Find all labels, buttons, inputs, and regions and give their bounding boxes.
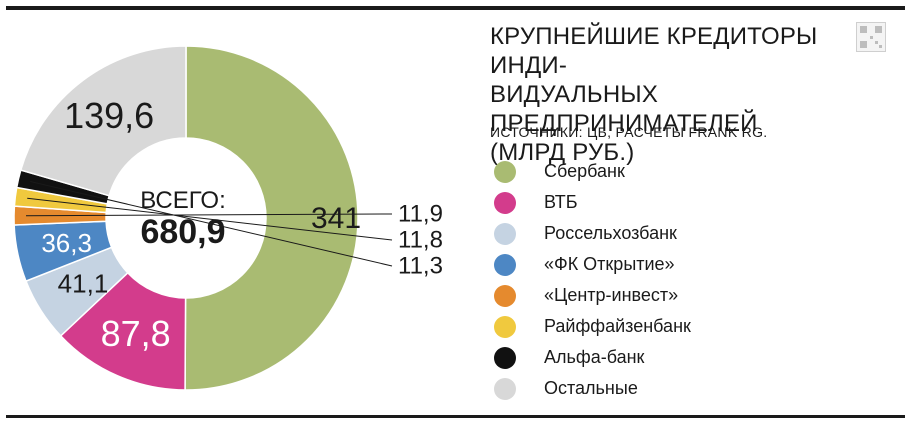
leader-line-райффайзенбанк xyxy=(27,197,393,241)
center-total-value: 680,9 xyxy=(140,213,225,251)
legend-item: Сбербанк xyxy=(494,156,691,187)
legend-item: «ФК Открытие» xyxy=(494,249,691,280)
slice-label-центр-инвест: 11,9 xyxy=(398,201,443,228)
bottom-rule xyxy=(6,415,905,418)
qr-code-icon xyxy=(856,22,886,52)
chart-title-line: (МЛРД РУБ.) xyxy=(490,139,635,166)
leader-line-центр-инвест xyxy=(26,213,393,217)
legend-swatch xyxy=(494,222,516,245)
leader-line-альфа-банк xyxy=(30,180,393,267)
legend-swatch xyxy=(494,377,516,400)
legend-item: Альфа-банк xyxy=(494,342,691,373)
top-rule xyxy=(6,6,905,10)
legend-label: Сбербанк xyxy=(544,161,625,181)
legend-item: «Центр-инвест» xyxy=(494,280,691,311)
chart-source: ИСТОЧНИКИ: ЦБ, РАСЧЕТЫ FRANK RG. xyxy=(490,124,768,140)
legend-label: «Центр-инвест» xyxy=(544,285,679,305)
legend-label: Райффайзенбанк xyxy=(544,316,691,336)
chart-title-line: ВИДУАЛЬНЫХ ПРЕДПРИНИМАТЕЛЕЙ xyxy=(490,81,758,137)
legend-swatch xyxy=(494,253,516,276)
slice-сбербанк xyxy=(184,45,359,391)
slice-label-россельхозбанк: 41,1 xyxy=(58,268,109,298)
legend-item: Остальные xyxy=(494,373,691,404)
legend-item: Райффайзенбанк xyxy=(494,311,691,342)
legend-label: Остальные xyxy=(544,378,638,398)
slice-label-остальные: 139,6 xyxy=(64,95,154,136)
chart-title: КРУПНЕЙШИЕ КРЕДИТОРЫ ИНДИ- ВИДУАЛЬНЫХ ПР… xyxy=(490,22,900,167)
legend-item: Россельхозбанк xyxy=(494,218,691,249)
slice-label-сбербанк: 341 xyxy=(311,202,361,235)
legend-label: Альфа-банк xyxy=(544,347,645,367)
slice-label-альфа-банк: 11,3 xyxy=(398,253,443,280)
legend-swatch xyxy=(494,315,516,338)
center-total-label: ВСЕГО: xyxy=(140,187,226,214)
legend-swatch xyxy=(494,346,516,369)
chart-legend: Сбербанк ВТБ Россельхозбанк «ФК Открытие» «Ц… xyxy=(494,156,691,404)
slice-label-райффайзенбанк: 11,8 xyxy=(398,227,443,254)
legend-label: Россельхозбанк xyxy=(544,223,677,243)
legend-label: ВТБ xyxy=(544,192,578,212)
slice-label-фк-открытие: 36,3 xyxy=(41,228,92,258)
legend-swatch xyxy=(494,160,516,183)
legend-label: «ФК Открытие» xyxy=(544,254,675,274)
legend-item: ВТБ xyxy=(494,187,691,218)
slice-label-втб: 87,8 xyxy=(101,313,171,354)
chart-title-line: КРУПНЕЙШИЕ КРЕДИТОРЫ ИНДИ- xyxy=(490,23,818,79)
slice-остальные xyxy=(19,45,187,197)
legend-swatch xyxy=(494,284,516,307)
legend-swatch xyxy=(494,191,516,214)
